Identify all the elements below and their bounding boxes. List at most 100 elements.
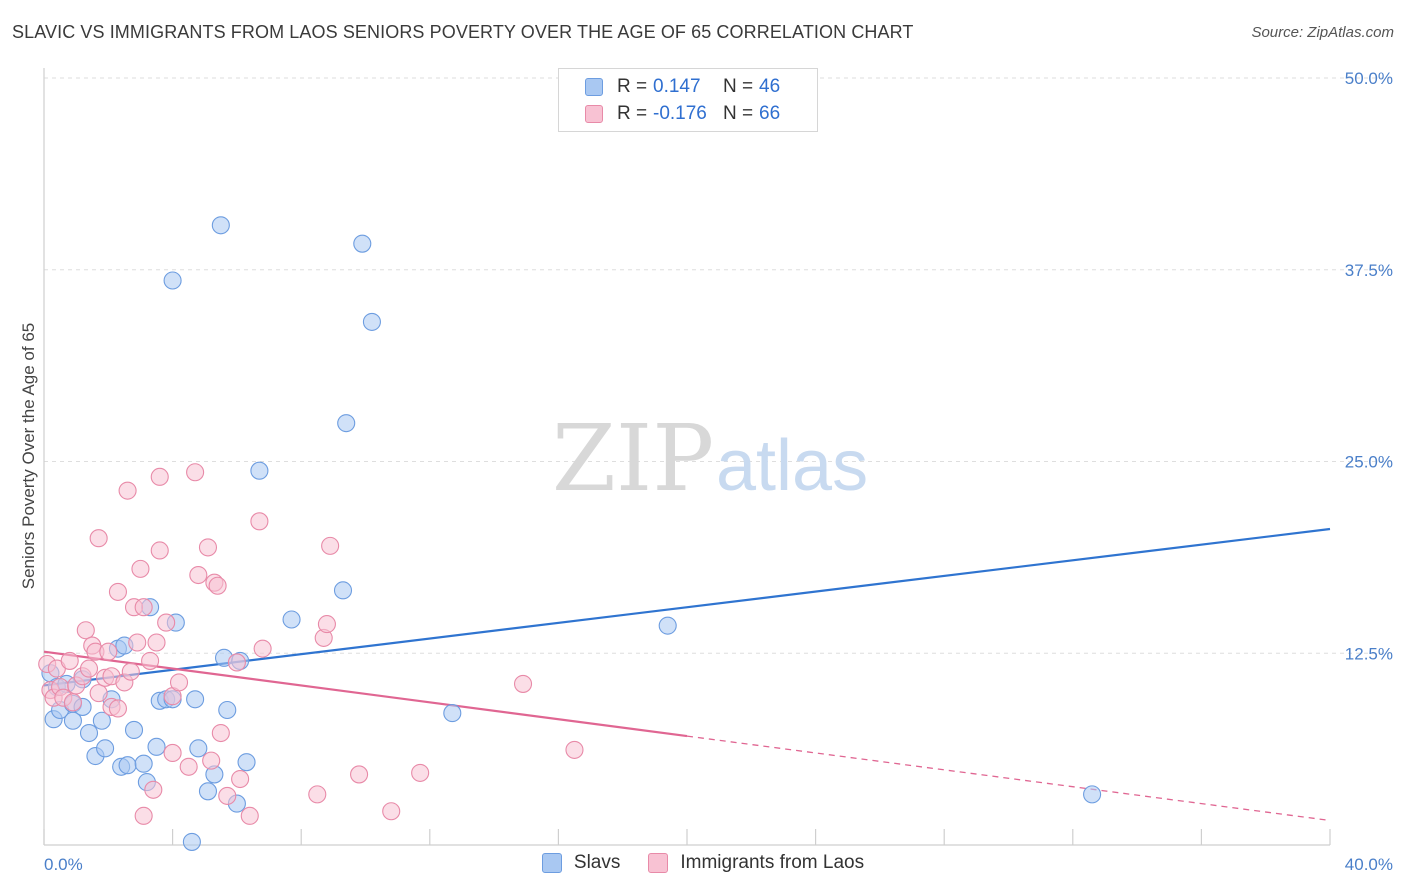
point-slavs (282, 610, 301, 629)
bottom-legend-item-slavs: Slavs (541, 852, 621, 874)
data-points (38, 216, 1102, 851)
point-laos (513, 674, 533, 693)
point-laos (121, 662, 140, 681)
point-slavs (134, 754, 153, 773)
chart-title: SLAVIC VS IMMIGRANTS FROM LAOS SENIORS P… (12, 22, 914, 42)
point-laos (128, 633, 147, 652)
point-slavs (63, 711, 82, 730)
y-tick-label: 50.0% (1345, 69, 1393, 88)
point-slavs (198, 782, 218, 801)
point-laos (308, 785, 327, 804)
x-tick-label: 0.0% (44, 855, 83, 874)
axes (43, 68, 1330, 846)
point-slavs (189, 739, 208, 758)
point-slavs (186, 690, 205, 709)
point-slavs (211, 216, 230, 235)
point-slavs (362, 312, 381, 331)
bottom-legend-item-laos: Immigrants from Laos (648, 852, 864, 874)
point-laos (79, 659, 99, 678)
point-laos (179, 757, 198, 776)
legend-r-label: R = (617, 76, 648, 97)
point-laos (144, 780, 163, 799)
point-slavs (237, 753, 256, 772)
point-laos (63, 693, 82, 712)
point-laos (99, 642, 118, 661)
legend-n-value: 46 (759, 76, 781, 97)
point-laos (202, 751, 221, 770)
point-laos (186, 463, 205, 482)
y-tick-label: 37.5% (1345, 261, 1393, 280)
legend-n-value: 66 (759, 103, 781, 124)
point-laos (317, 615, 336, 634)
legend-swatch-slavs (585, 78, 603, 96)
legend-row-laos: R = -0.176 N = 66 (585, 102, 780, 126)
point-laos (108, 699, 127, 718)
point-slavs (147, 737, 166, 756)
legend-r-label: R = (617, 103, 648, 124)
y-axis-label: Seniors Poverty Over the Age of 65 (19, 323, 38, 589)
bottom-legend-label-laos: Immigrants from Laos (680, 852, 865, 873)
point-slavs (182, 832, 201, 851)
point-laos (321, 536, 340, 555)
point-laos (108, 582, 127, 601)
point-laos (60, 651, 79, 670)
legend-n-label: N = (723, 76, 754, 97)
point-laos (198, 538, 218, 557)
point-slavs (79, 723, 99, 743)
bottom-legend-label-slavs: Slavs (573, 852, 621, 873)
point-laos (147, 633, 166, 652)
watermark: ZIP atlas (552, 405, 868, 512)
point-slavs (118, 756, 137, 775)
grid-lines (43, 77, 1392, 845)
legend-n-label: N = (723, 103, 754, 124)
point-laos (250, 512, 269, 531)
point-slavs (337, 414, 356, 433)
point-laos (189, 565, 208, 585)
point-laos (231, 769, 250, 789)
point-laos (157, 613, 176, 632)
bottom-legend-swatch-slavs (541, 853, 562, 873)
chart-source: Source: ZipAtlas.com (1251, 24, 1394, 41)
bottom-legend: Slavs Immigrants from Laos (0, 852, 1406, 874)
point-laos (208, 576, 227, 595)
point-laos (141, 651, 160, 670)
point-laos (134, 806, 153, 825)
watermark-atlas: atlas (716, 426, 868, 506)
trend-line-extension-laos (686, 735, 1331, 822)
point-slavs (218, 700, 237, 720)
bottom-legend-swatch-laos (648, 853, 669, 873)
y-tick-label: 12.5% (1345, 644, 1393, 663)
point-laos (118, 481, 137, 500)
point-slavs (124, 720, 144, 740)
legend-row-slavs: R = 0.147 N = 46 (585, 75, 780, 99)
trend-line-slavs (43, 527, 1331, 687)
point-laos (218, 786, 237, 805)
point-laos (411, 763, 430, 782)
x-tick-labels: 0.0% 40.0% (44, 855, 1393, 874)
point-laos (150, 467, 169, 486)
y-tick-label: 25.0% (1345, 453, 1393, 472)
trend-line-laos (43, 650, 688, 738)
legend-swatch-laos (585, 105, 603, 123)
point-laos (89, 684, 108, 703)
x-tick-label: 40.0% (1345, 855, 1393, 874)
point-slavs (163, 271, 182, 290)
point-slavs (250, 461, 269, 480)
legend: R = 0.147 N = 46 R = -0.176 N = 66 (558, 68, 818, 132)
point-slavs (353, 234, 372, 253)
point-laos (163, 743, 182, 763)
point-slavs (333, 581, 353, 600)
legend-r-value: 0.147 (653, 76, 701, 97)
watermark-zip: ZIP (552, 405, 714, 512)
point-laos (76, 621, 95, 640)
y-tick-labels: 12.5% 25.0% 37.5% 50.0% (1345, 69, 1393, 663)
point-slavs (1083, 785, 1102, 804)
point-laos (211, 723, 230, 743)
point-slavs (443, 704, 462, 723)
point-laos (131, 559, 150, 578)
point-laos (134, 598, 153, 617)
point-laos (150, 541, 169, 560)
point-laos (565, 740, 584, 759)
point-slavs (96, 739, 115, 758)
